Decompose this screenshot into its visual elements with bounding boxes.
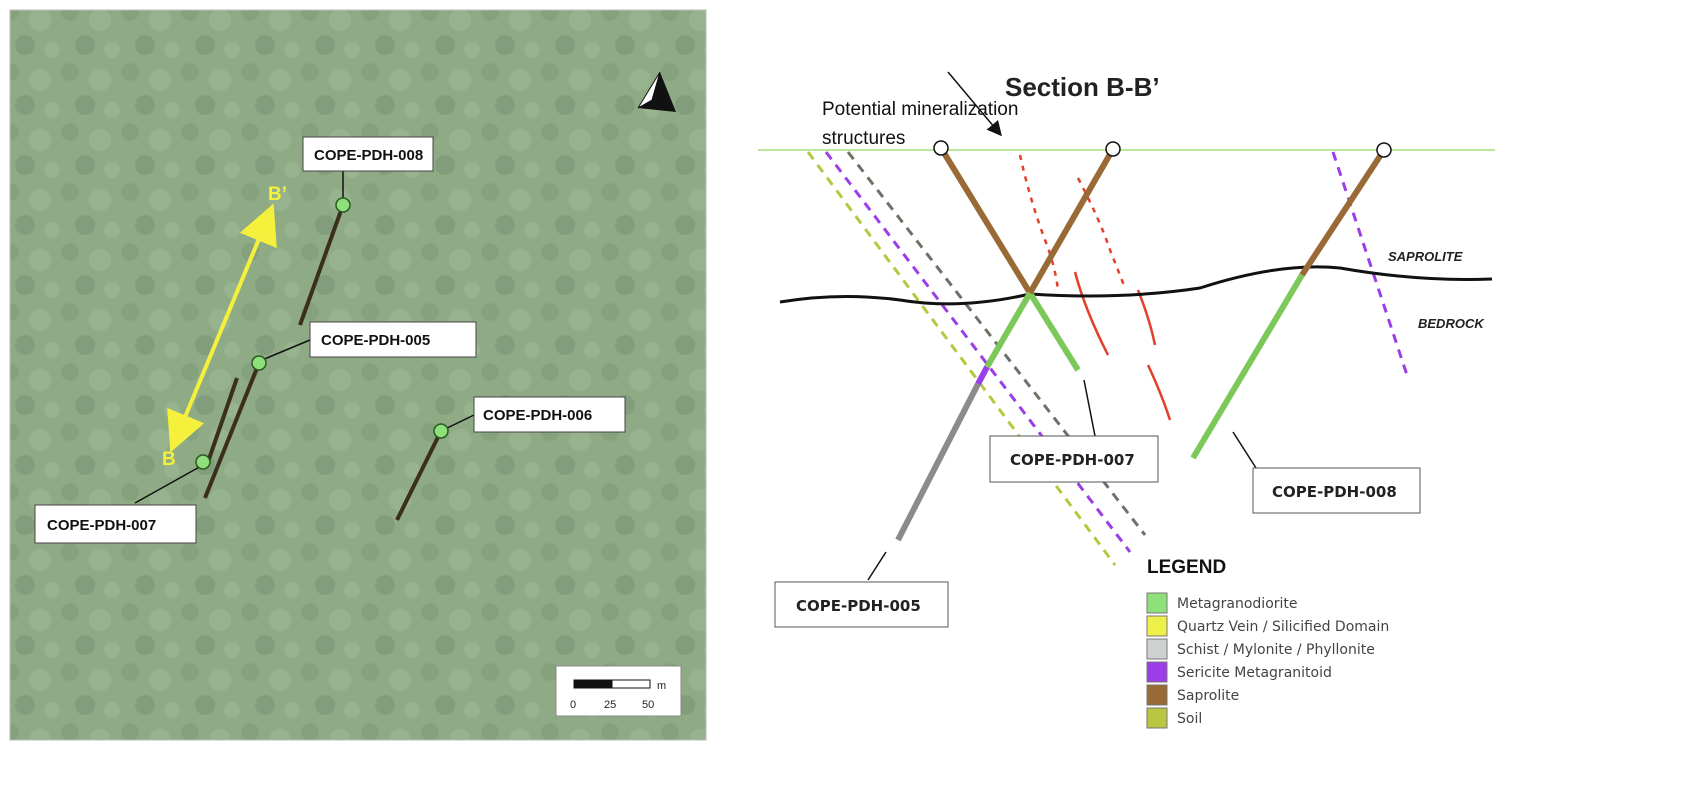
zone-saprolite: SAPROLITE [1388,249,1463,264]
drill-trace-006 [395,430,443,521]
legend-item: Sericite Metagranitoid [1146,661,1332,683]
svg-text:25: 25 [604,699,616,711]
svg-text:50: 50 [642,699,654,711]
legend-swatch [1146,638,1168,660]
svg-text:0: 0 [570,699,576,711]
annotation-line-1: Potential mineralization [822,99,1018,120]
legend-label: Sericite Metagranitoid [1177,665,1332,681]
zone-bedrock: BEDROCK [1418,316,1485,331]
annotation-line-2: structures [822,128,905,149]
mineralization-structures [1018,154,1172,421]
legend-label: Quartz Vein / Silicified Domain [1177,619,1389,635]
soil-dashed-contact [806,151,1117,566]
sericite-dashed-contact [824,151,1132,553]
legend-label: Saprolite [1177,688,1239,704]
legend-swatch [1146,684,1168,706]
drill-hole-005 [895,147,1116,542]
svg-text:m: m [657,680,666,692]
plan-map: B’ B COPE-PDH-008 COPE-PDH-005 COPE-PDH- [9,9,707,741]
section-end-b: B [162,449,176,470]
legend-item: Quartz Vein / Silicified Domain [1146,615,1389,637]
collar-006 [433,423,449,439]
legend-label: Metagranodiorite [1177,596,1298,612]
aerial-image [9,9,707,741]
drill-hole-008 [1190,148,1387,460]
drill-trace-007 [206,377,239,463]
legend-swatch [1146,615,1168,637]
collar-007 [195,454,211,470]
legend-item: Schist / Mylonite / Phyllonite [1146,638,1375,660]
label-pdh-005: COPE-PDH-005 [321,332,430,349]
saprolite-bedrock-contact [779,265,1493,306]
legend-swatch [1146,592,1168,614]
scale-bar: m 0 25 50 [555,665,682,717]
legend-item: Saprolite [1146,684,1239,706]
section-title: Section B-B’ [1005,72,1160,102]
label-pdh-007: COPE-PDH-007 [47,517,156,534]
cross-section: Potential mineralization structures Sect… [758,71,1495,729]
label-pdh-008: COPE-PDH-008 [314,147,423,164]
legend-label: Schist / Mylonite / Phyllonite [1177,642,1375,658]
north-arrow-icon [637,71,676,112]
sericite-dashed-contact-east [1331,151,1410,379]
drill-trace-005 [203,362,261,499]
collar-008 [335,197,351,213]
legend-item: Soil [1146,707,1202,729]
collar-007 [933,140,949,156]
legend-swatch [1146,661,1168,683]
label-pdh-006: COPE-PDH-006 [483,407,592,424]
collar-005 [1105,141,1121,157]
collar-005 [251,355,267,371]
legend-item: Metagranodiorite [1146,592,1298,614]
legend-title: LEGEND [1147,557,1226,578]
collar-008 [1376,142,1392,158]
annotation-arrow [947,71,1002,137]
section-label-pdh-007: COPE-PDH-007 [1010,451,1135,469]
section-label-pdh-008: COPE-PDH-008 [1272,483,1397,501]
section-line-b-b [167,203,277,453]
section-label-pdh-005: COPE-PDH-005 [796,597,921,615]
legend-label: Soil [1177,711,1202,727]
section-end-b-prime: B’ [268,184,287,205]
legend-swatch [1146,707,1168,729]
drill-trace-008 [298,204,345,326]
legend: LEGEND Metagranodiorite Quartz Vein / Sil… [1146,557,1389,729]
drill-hole-007 [938,146,1081,372]
